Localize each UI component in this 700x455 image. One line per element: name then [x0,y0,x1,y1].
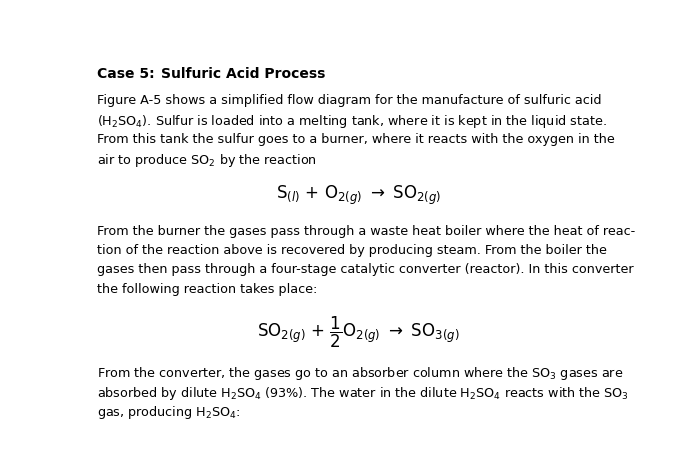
Text: SO$_{2(g)}$ + $\dfrac{1}{2}$O$_{2(g)}$ $\rightarrow$ SO$_{3(g)}$: SO$_{2(g)}$ + $\dfrac{1}{2}$O$_{2(g)}$ $… [258,313,460,349]
Text: the following reaction takes place:: the following reaction takes place: [97,282,318,295]
Text: From the burner the gases pass through a waste heat boiler where the heat of rea: From the burner the gases pass through a… [97,224,636,238]
Text: Sulfuric Acid Process: Sulfuric Acid Process [161,67,325,81]
Text: tion of the reaction above is recovered by producing steam. From the boiler the: tion of the reaction above is recovered … [97,243,607,257]
Text: Case 5:: Case 5: [97,67,155,81]
Text: (H$_2$SO$_4$). Sulfur is loaded into a melting tank, where it is kept in the liq: (H$_2$SO$_4$). Sulfur is loaded into a m… [97,113,607,130]
Text: air to produce SO$_2$ by the reaction: air to produce SO$_2$ by the reaction [97,152,317,169]
Text: S$_{(l)}$ + O$_{2(g)}$ $\rightarrow$ SO$_{2(g)}$: S$_{(l)}$ + O$_{2(g)}$ $\rightarrow$ SO$… [276,183,442,206]
Text: gases then pass through a four-stage catalytic converter (reactor). In this conv: gases then pass through a four-stage cat… [97,263,634,276]
Text: From this tank the sulfur goes to a burner, where it reacts with the oxygen in t: From this tank the sulfur goes to a burn… [97,132,615,145]
Text: gas, producing H$_2$SO$_4$:: gas, producing H$_2$SO$_4$: [97,403,241,420]
Text: Figure A-5 shows a simplified flow diagram for the manufacture of sulfuric acid: Figure A-5 shows a simplified flow diagr… [97,94,602,107]
Text: From the converter, the gases go to an absorber column where the SO$_3$ gases ar: From the converter, the gases go to an a… [97,364,624,381]
Text: absorbed by dilute H$_2$SO$_4$ (93%). The water in the dilute H$_2$SO$_4$ reacts: absorbed by dilute H$_2$SO$_4$ (93%). Th… [97,384,629,401]
